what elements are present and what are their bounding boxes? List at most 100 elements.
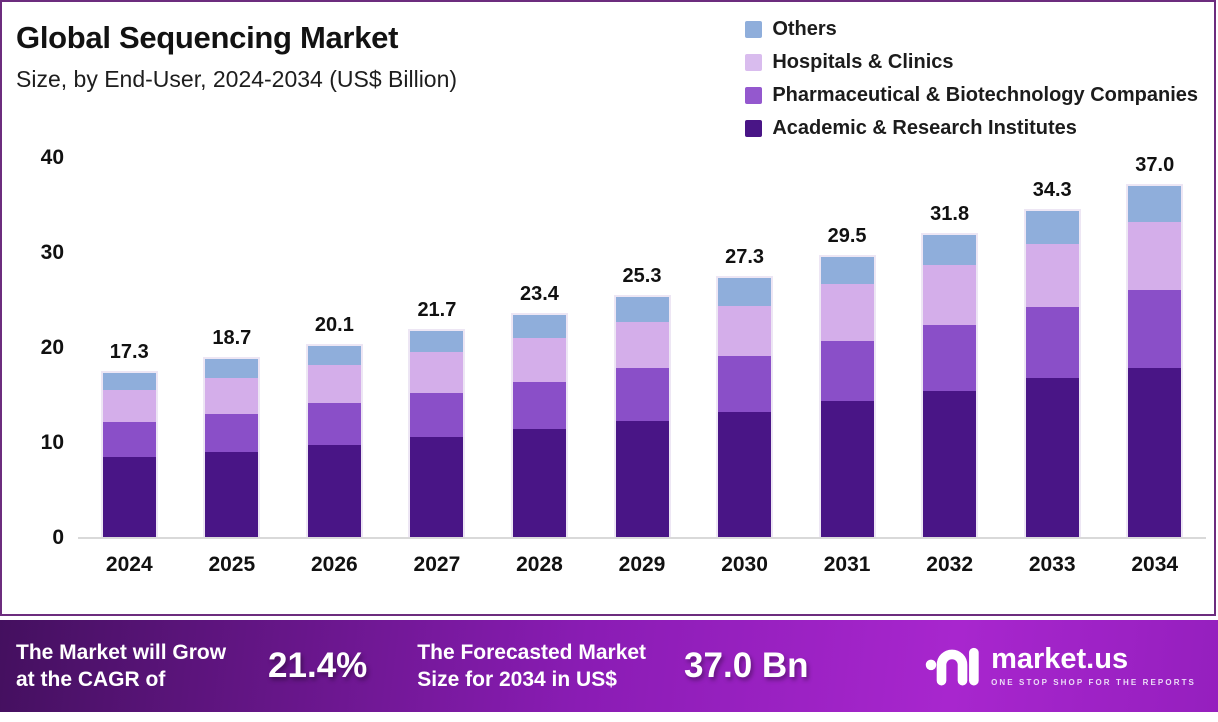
bar-segment	[205, 413, 259, 452]
forecast-value: 37.0 Bn	[684, 646, 809, 685]
legend-item: Academic & Research Institutes	[745, 113, 1198, 143]
chart-legend: Others Hospitals & Clinics Pharmaceutical …	[745, 14, 1198, 143]
legend-swatch-icon	[745, 119, 763, 137]
bar-segment	[923, 234, 977, 266]
chart-header: Global Sequencing Market Size, by End-Us…	[16, 20, 457, 93]
bar-column: 29.5	[796, 159, 899, 537]
x-tick-label: 2024	[105, 553, 153, 576]
bar-stack	[716, 275, 774, 537]
bar-segment	[205, 378, 259, 414]
bar-segment	[102, 389, 156, 423]
bar-total-label: 37.0	[1135, 153, 1175, 176]
y-tick-label: 40	[40, 146, 64, 169]
legend-swatch-icon	[745, 86, 763, 104]
bar-total-label: 20.1	[314, 314, 354, 337]
bar-stack	[408, 328, 466, 537]
bar-stack	[1023, 209, 1081, 537]
x-tick-label: 2029	[618, 553, 666, 576]
x-tick-label: 2028	[516, 553, 563, 576]
x-tick-label: 2026	[311, 553, 358, 576]
bar-segment	[102, 422, 156, 458]
legend-item: Others	[745, 14, 1198, 44]
bar-segment	[1128, 367, 1182, 537]
y-tick-label: 10	[40, 431, 64, 454]
legend-swatch-icon	[745, 20, 763, 38]
bar-segment	[307, 444, 361, 537]
bar-series-area: 17.3 18.7 20.1 21.7 23.4 25.3 27.3 29.5 31.8 34.3…	[78, 154, 1206, 537]
bar-column: 23.4	[488, 159, 591, 537]
plot-area: 40 30 20 10 0 17.3 18.7 20.1 21.7 23.4 25.3 27.3 29…	[41, 146, 1206, 576]
legend-label: Pharmaceutical & Biotechnology Companies	[772, 83, 1198, 106]
forecast-label-line1: The Forecasted Market	[417, 640, 647, 664]
y-tick-label: 30	[40, 241, 64, 264]
bar-segment	[718, 277, 772, 307]
x-tick-label: 2032	[926, 553, 973, 576]
bar-segment	[820, 256, 874, 285]
bar-column: 27.3	[693, 159, 796, 537]
x-tick-label: 2025	[208, 553, 256, 576]
bar-segment	[205, 451, 259, 537]
x-tick-label: 2031	[823, 553, 871, 576]
forecast-label: The Forecasted Market Size for 2034 in U…	[417, 639, 646, 694]
bar-segment	[102, 372, 156, 390]
bar-segment	[718, 355, 772, 412]
bar-segment	[307, 365, 361, 404]
page-subtitle: Size, by End-User, 2024-2034 (US$ Billio…	[16, 66, 458, 92]
bar-segment	[615, 367, 669, 422]
marketus-logo-icon	[924, 641, 980, 692]
bar-stack	[100, 370, 158, 537]
bar-segment	[1128, 290, 1182, 368]
bar-segment	[102, 457, 156, 537]
cagr-label-line1: The Market will Grow	[16, 640, 227, 664]
bar-segment	[820, 284, 874, 342]
marketus-logo[interactable]: market.us ONE STOP SHOP FOR THE REPORTS	[924, 641, 1196, 692]
bar-column: 31.8	[898, 159, 1001, 537]
bar-stack	[613, 294, 671, 537]
bar-segment	[512, 314, 566, 338]
bar-segment	[410, 392, 464, 438]
x-axis: 2024 2025 2026 2027 2028 2029 2030 2031 2032 2033…	[78, 553, 1206, 577]
legend-swatch-icon	[745, 53, 763, 71]
bar-segment	[307, 403, 361, 445]
bar-segment	[820, 341, 874, 402]
cagr-label: The Market will Grow at the CAGR of	[16, 639, 226, 694]
x-tick-label: 2033	[1028, 553, 1076, 576]
bar-total-label: 21.7	[417, 298, 457, 321]
bar-segment	[307, 346, 361, 366]
page-title: Global Sequencing Market	[16, 20, 399, 55]
bar-segment	[820, 401, 874, 537]
legend-label: Academic & Research Institutes	[772, 116, 1077, 139]
bar-stack	[510, 312, 568, 537]
bar-column: 37.0	[1103, 154, 1206, 537]
logo-tagline: ONE STOP SHOP FOR THE REPORTS	[991, 678, 1196, 687]
y-tick-label: 20	[40, 336, 64, 359]
bar-segment	[923, 325, 977, 391]
bar-segment	[1025, 211, 1079, 245]
bar-total-label: 34.3	[1032, 179, 1072, 202]
bar-segment	[410, 351, 464, 393]
bar-column: 20.1	[283, 159, 386, 537]
bar-total-label: 27.3	[725, 245, 765, 268]
legend-label: Others	[772, 17, 837, 40]
y-tick-label: 0	[52, 526, 64, 549]
bar-total-label: 31.8	[930, 202, 970, 225]
bar-total-label: 18.7	[212, 327, 252, 350]
bar-segment	[923, 265, 977, 326]
cagr-label-line2: at the CAGR of	[16, 668, 166, 691]
bar-segment	[512, 337, 566, 383]
bar-segment	[923, 390, 977, 537]
bar-segment	[512, 382, 566, 429]
x-tick-label: 2034	[1131, 553, 1179, 576]
bar-column: 18.7	[181, 159, 284, 537]
bar-stack	[305, 344, 363, 537]
bar-segment	[512, 428, 566, 537]
chart-panel: Global Sequencing Market Size, by End-Us…	[0, 0, 1216, 616]
forecast-label-line2: Size for 2034 in US$	[417, 668, 617, 691]
bar-segment	[1025, 307, 1079, 379]
bar-segment	[615, 322, 669, 368]
bar-stack	[818, 254, 876, 537]
bar-segment	[615, 296, 669, 323]
bar-segment	[410, 437, 464, 537]
x-tick-label: 2030	[721, 553, 768, 576]
logo-name: market.us	[991, 643, 1129, 675]
